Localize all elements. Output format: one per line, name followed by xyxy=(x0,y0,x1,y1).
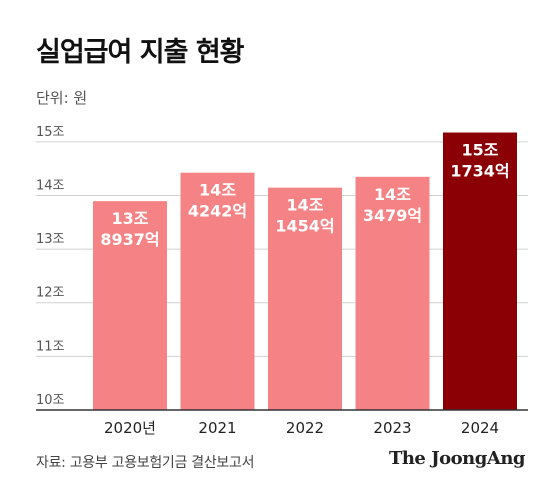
data-label: 13조 xyxy=(112,209,149,228)
data-label: 14조 xyxy=(199,181,236,200)
y-tick-label: 12조 xyxy=(36,286,65,301)
y-tick-label: 14조 xyxy=(36,178,65,193)
x-tick-label: 2021 xyxy=(198,419,236,437)
x-tick-label: 2022 xyxy=(286,419,324,437)
data-label: 1454억 xyxy=(275,217,334,236)
label-layer: 13조 8937억 14조 4242억 14조 1454억 14조 3479억 15조 1734억 xyxy=(100,141,509,250)
bar-layer xyxy=(93,132,517,410)
bar-4 xyxy=(443,132,517,410)
x-tick-label: 2023 xyxy=(373,419,411,437)
y-tick-label: 15조 xyxy=(36,125,65,140)
y-tick-label: 11조 xyxy=(36,339,65,354)
axis-layer: 10조 11조 12조 13조 14조 15조 2020년 2021 2022 2023 2024 xyxy=(36,125,528,437)
data-label: 8937억 xyxy=(100,230,159,249)
data-label: 15조 xyxy=(462,141,499,160)
data-label: 1734억 xyxy=(450,162,509,181)
y-tick-label: 13조 xyxy=(36,232,65,247)
x-tick-label: 2024 xyxy=(461,419,499,437)
source-note: 자료: 고용부 고용보험기금 결산보고서 xyxy=(36,455,255,471)
data-label: 3479억 xyxy=(363,206,422,225)
bar-2 xyxy=(268,187,342,410)
bar-3 xyxy=(355,176,430,410)
y-tick-label: 10조 xyxy=(36,393,65,408)
bar-0 xyxy=(93,201,167,410)
bar-1 xyxy=(180,172,255,410)
unit-label: 단위: 원 xyxy=(36,89,88,107)
publisher-logo: The JoongAng xyxy=(388,448,526,469)
data-label: 14조 xyxy=(287,196,324,215)
x-tick-label: 2020년 xyxy=(104,419,156,437)
data-label: 4242억 xyxy=(188,202,247,221)
data-label: 14조 xyxy=(374,185,411,204)
chart-title: 실업급여 지출 현황 xyxy=(36,37,245,68)
